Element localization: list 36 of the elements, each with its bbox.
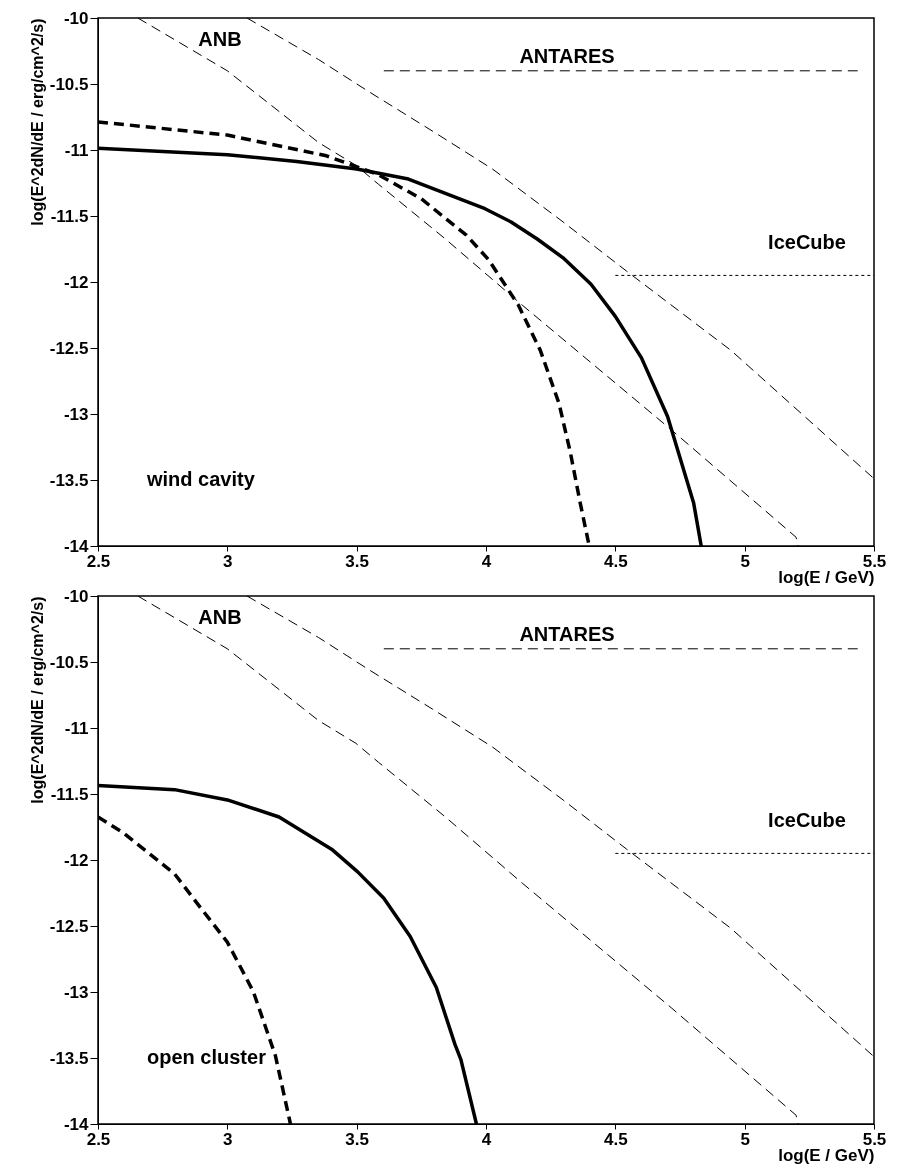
x-tick-label: 5 xyxy=(740,1129,750,1149)
x-tick-label: 4.5 xyxy=(604,1129,628,1149)
annotation: IceCube xyxy=(768,231,846,253)
y-axis-title: log(E^2dN/dE / erg/cm^2/s) xyxy=(28,596,46,804)
y-tick-label: -10 xyxy=(63,8,89,28)
y-tick-label: -11 xyxy=(64,140,89,160)
annotation: open cluster xyxy=(147,1046,267,1068)
annotation: ANB xyxy=(198,28,242,50)
y-tick-label: -13.5 xyxy=(49,1048,89,1068)
x-tick-label: 3.5 xyxy=(345,1129,369,1149)
annotation: wind cavity xyxy=(146,468,256,490)
y-tick-label: -10.5 xyxy=(49,652,89,672)
x-tick-label: 5 xyxy=(740,551,750,571)
x-tick-label: 3 xyxy=(223,551,233,571)
y-tick-label: -13 xyxy=(63,404,89,424)
y-axis-title: log(E^2dN/dE / erg/cm^2/s) xyxy=(28,18,46,226)
y-tick-label: -12 xyxy=(63,272,89,292)
y-tick-label: -10 xyxy=(63,586,89,606)
y-tick-label: -11.5 xyxy=(50,784,89,804)
y-tick-label: -12.5 xyxy=(49,916,89,936)
y-tick-label: -12 xyxy=(63,850,89,870)
y-tick-label: -12.5 xyxy=(49,338,89,358)
y-tick-label: -11 xyxy=(64,718,89,738)
x-tick-label: 4 xyxy=(481,551,492,571)
y-tick-label: -11.5 xyxy=(50,206,89,226)
annotation: ANTARES xyxy=(519,45,615,67)
y-tick-label: -13.5 xyxy=(49,470,89,490)
x-tick-label: 3.5 xyxy=(345,551,369,571)
x-tick-label: 3 xyxy=(223,1129,233,1149)
x-tick-label: 4 xyxy=(481,1129,492,1149)
annotation: IceCube xyxy=(768,809,846,831)
x-tick-label: 4.5 xyxy=(604,551,628,571)
annotation: ANB xyxy=(198,606,242,628)
y-tick-label: -13 xyxy=(63,982,89,1002)
y-tick-label: -10.5 xyxy=(49,74,89,94)
annotation: ANTARES xyxy=(519,623,615,645)
